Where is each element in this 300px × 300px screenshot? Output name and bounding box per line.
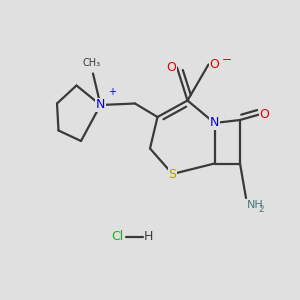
- Text: O: O: [260, 107, 269, 121]
- Text: CH₃: CH₃: [82, 58, 100, 68]
- Text: N: N: [96, 98, 105, 112]
- Text: N: N: [210, 116, 219, 130]
- Text: H: H: [144, 230, 153, 244]
- Text: NH: NH: [247, 200, 263, 210]
- Text: 2: 2: [259, 206, 264, 214]
- Text: −: −: [222, 52, 231, 66]
- Text: O: O: [167, 61, 176, 74]
- Text: +: +: [108, 87, 116, 98]
- Text: Cl: Cl: [111, 230, 123, 244]
- Text: O: O: [209, 58, 219, 71]
- Text: S: S: [169, 167, 176, 181]
